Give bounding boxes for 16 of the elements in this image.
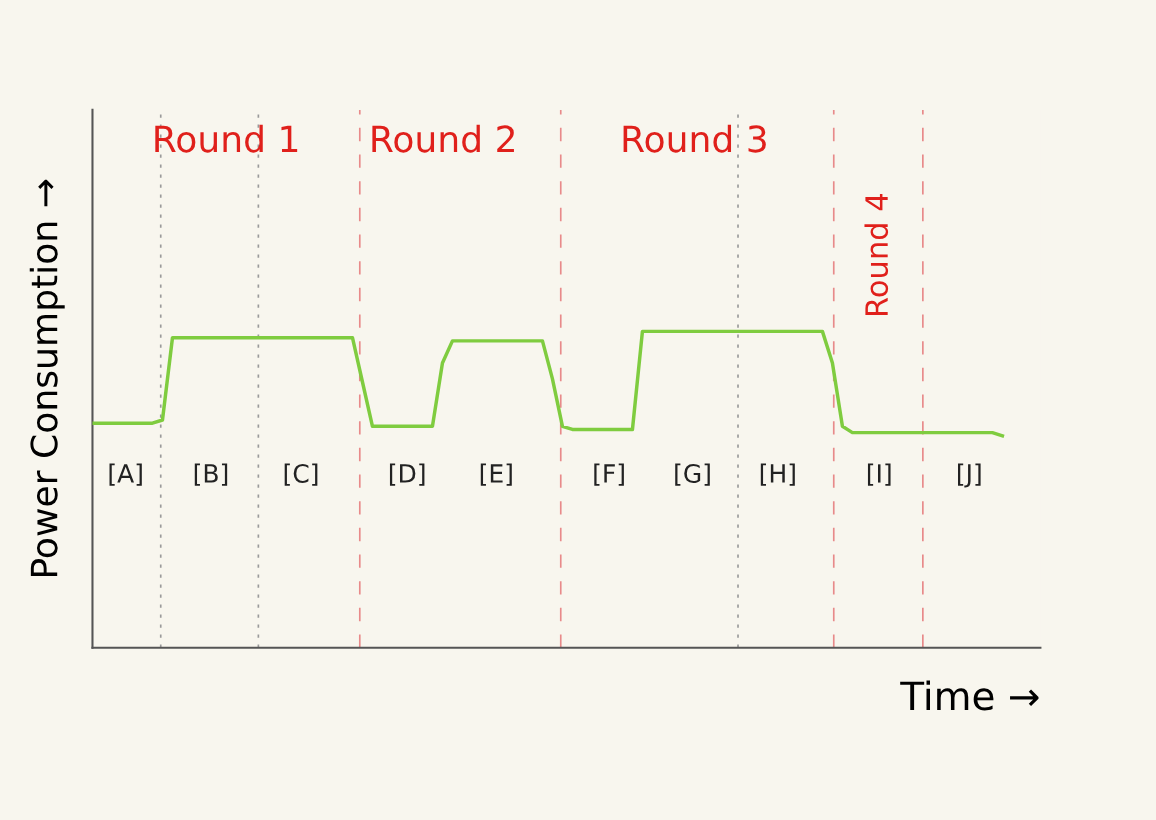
x-axis-title: Time → (900, 680, 1039, 711)
annotation: [G] (675, 463, 710, 486)
annotation: [I] (867, 463, 891, 486)
annotation: [E] (480, 463, 512, 486)
annotation: [F] (594, 463, 624, 486)
annotation: [D] (389, 463, 425, 486)
annotation: [C] (284, 463, 318, 486)
y-axis-title: Power Consumption → (29, 179, 65, 577)
annotation: [A] (109, 463, 142, 486)
text: Round 2 (372, 124, 514, 153)
annotation: [B] (194, 463, 228, 486)
annotation: [H] (760, 463, 795, 486)
text: Round 3 (623, 124, 766, 153)
text: Round 4 (864, 193, 889, 316)
annotation: [J] (958, 463, 981, 488)
text: Round 1 (155, 124, 298, 153)
